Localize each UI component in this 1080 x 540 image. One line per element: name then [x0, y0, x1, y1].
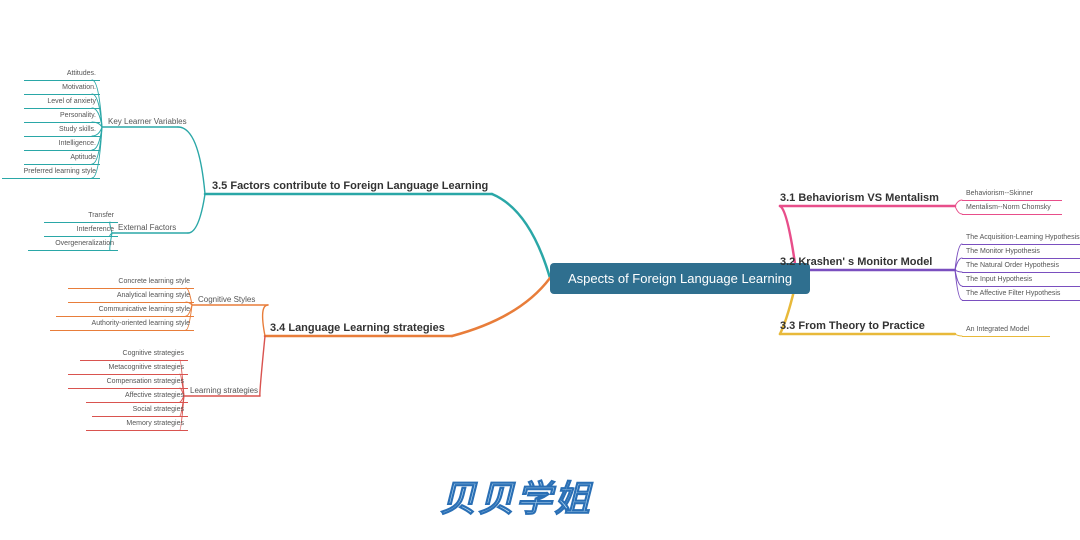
- leaf-node[interactable]: Analytical learning style: [68, 290, 194, 303]
- sub-node[interactable]: Cognitive Styles: [198, 295, 255, 304]
- leaf-node[interactable]: Authority-oriented learning style: [50, 318, 194, 331]
- leaf-node[interactable]: Study skills.: [24, 124, 100, 137]
- branch-b32[interactable]: 3.2 Krashen' s Monitor Model: [780, 256, 932, 268]
- leaf-node[interactable]: Cognitive strategies: [80, 348, 188, 361]
- branch-b31[interactable]: 3.1 Behaviorism VS Mentalism: [780, 192, 939, 204]
- leaf-node[interactable]: Preferred learning style: [2, 166, 100, 179]
- leaf-node[interactable]: Metacognitive strategies: [68, 362, 188, 375]
- leaf-node[interactable]: Concrete learning style: [68, 276, 194, 289]
- leaf-node[interactable]: Personality.: [24, 110, 100, 123]
- leaf-node[interactable]: Transfer: [44, 210, 118, 223]
- leaf-node[interactable]: The Input Hypothesis: [962, 274, 1080, 287]
- leaf-node[interactable]: Motivation.: [24, 82, 100, 95]
- leaf-node[interactable]: The Acquisition-Learning Hypothesis: [962, 232, 1080, 245]
- leaf-node[interactable]: An Integrated Model: [962, 324, 1050, 337]
- leaf-node[interactable]: Attitudes.: [24, 68, 100, 81]
- sub-node[interactable]: External Factors: [118, 223, 176, 232]
- connector-layer: [0, 0, 1080, 540]
- leaf-node[interactable]: Level of anxiety: [24, 96, 100, 109]
- leaf-node[interactable]: Affective strategies: [86, 390, 188, 403]
- leaf-node[interactable]: Overgeneralization: [28, 238, 118, 251]
- branch-b33[interactable]: 3.3 From Theory to Practice: [780, 320, 925, 332]
- leaf-node[interactable]: The Affective Filter Hypothesis: [962, 288, 1080, 301]
- leaf-node[interactable]: The Monitor Hypothesis: [962, 246, 1080, 259]
- branch-b34[interactable]: 3.4 Language Learning strategies: [270, 322, 445, 334]
- sub-node[interactable]: Key Learner Variables: [108, 117, 187, 126]
- sub-node[interactable]: Learning strategies: [190, 386, 258, 395]
- leaf-node[interactable]: The Natural Order Hypothesis: [962, 260, 1080, 273]
- leaf-node[interactable]: Social strategies: [92, 404, 188, 417]
- leaf-node[interactable]: Mentalism--Norm Chomsky: [962, 202, 1062, 215]
- watermark-text: 贝贝学姐: [440, 470, 592, 522]
- leaf-node[interactable]: Interference: [44, 224, 118, 237]
- leaf-node[interactable]: Memory strategies: [86, 418, 188, 431]
- central-topic[interactable]: Aspects of Foreign Language Learning: [550, 263, 810, 294]
- branch-b35[interactable]: 3.5 Factors contribute to Foreign Langua…: [212, 180, 488, 192]
- leaf-node[interactable]: Compensation strategies: [68, 376, 188, 389]
- leaf-node[interactable]: Aptitude: [24, 152, 100, 165]
- leaf-node[interactable]: Behaviorism--Skinner: [962, 188, 1062, 201]
- leaf-node[interactable]: Communicative learning style: [56, 304, 194, 317]
- leaf-node[interactable]: Intelligence.: [24, 138, 100, 151]
